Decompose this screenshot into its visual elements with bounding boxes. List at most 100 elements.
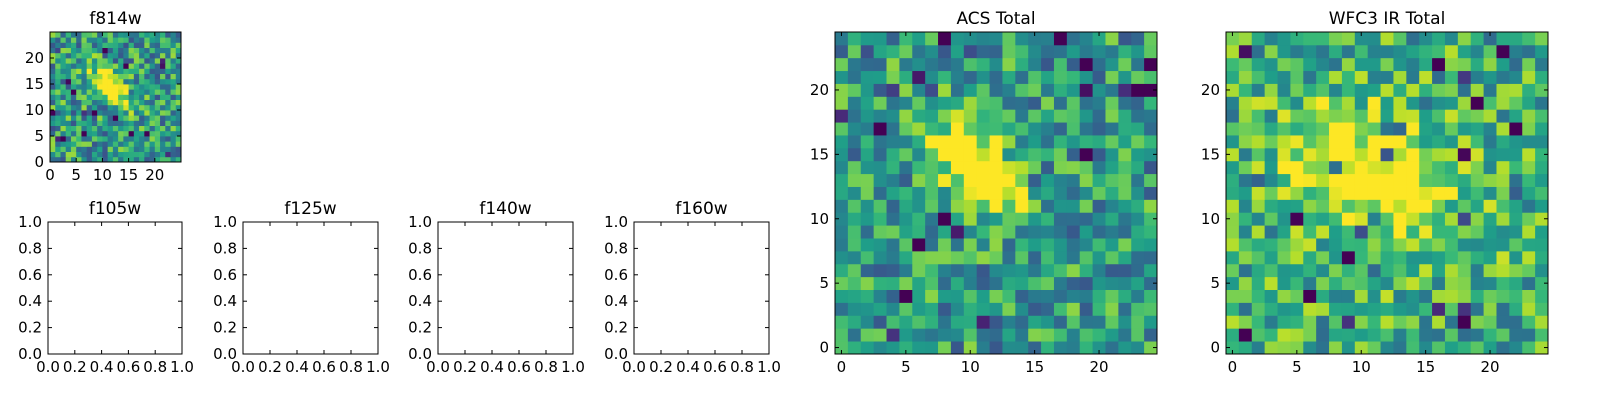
heatmap-cell	[50, 104, 56, 111]
heatmap-cell	[81, 110, 88, 116]
heatmap-cell	[1432, 250, 1446, 265]
heatmap-cell	[1432, 302, 1446, 316]
heatmap-cell	[123, 37, 129, 43]
y-tick-label: 0.4	[408, 292, 432, 310]
heatmap-cell	[1079, 238, 1093, 252]
heatmap-cell	[1509, 173, 1523, 187]
heatmap-cell	[81, 73, 88, 80]
heatmap-cell	[128, 32, 135, 38]
heatmap-cell	[149, 37, 156, 43]
heatmap-cell	[1238, 315, 1253, 329]
heatmap-cell	[76, 151, 82, 158]
x-tick-label: 10	[961, 358, 980, 376]
heatmap-cell	[107, 94, 114, 100]
heatmap-cell	[107, 32, 114, 38]
y-tick-label: 10	[25, 101, 44, 119]
heatmap-cell	[1226, 289, 1240, 303]
heatmap-cell	[1457, 199, 1472, 213]
heatmap-cell	[1444, 173, 1459, 187]
heatmap-cell	[1066, 122, 1081, 136]
heatmap-cell	[938, 263, 952, 278]
heatmap-cell	[1041, 302, 1055, 316]
heatmap-cell	[835, 135, 849, 149]
heatmap-cell	[1105, 96, 1119, 110]
heatmap-cell	[70, 78, 77, 85]
heatmap-cell	[899, 135, 913, 149]
heatmap-cell	[1028, 263, 1042, 278]
heatmap-cell	[70, 130, 77, 137]
heatmap-cell	[1380, 212, 1394, 226]
heatmap-cell	[1053, 32, 1068, 46]
heatmap-cell	[1483, 315, 1497, 329]
heatmap-cell	[1226, 57, 1240, 72]
heatmap-cell	[50, 68, 56, 74]
heatmap-cell	[1092, 289, 1106, 303]
heatmap-cell	[860, 96, 875, 110]
heatmap-cell	[1131, 302, 1145, 316]
heatmap-cell	[86, 141, 93, 147]
heatmap-cell	[976, 212, 990, 226]
heatmap-cell	[175, 130, 182, 137]
heatmap-cell	[175, 32, 182, 38]
heatmap-cell	[76, 84, 82, 90]
heatmap-cell	[160, 32, 166, 38]
heatmap-cell	[123, 104, 129, 111]
heatmap-cell	[133, 89, 140, 95]
heatmap-cell	[912, 70, 926, 84]
heatmap-cell	[149, 78, 156, 85]
heatmap-cell	[1092, 122, 1106, 136]
heatmap-cell	[1419, 122, 1433, 136]
heatmap-cell	[1131, 225, 1145, 239]
x-tick-label: 20	[145, 166, 164, 184]
heatmap-cell	[1028, 341, 1042, 355]
heatmap-cell	[1470, 57, 1484, 72]
heatmap-cell	[144, 78, 150, 85]
heatmap-cell	[133, 130, 140, 137]
heatmap-cell	[1341, 109, 1356, 123]
heatmap-cell	[107, 47, 114, 54]
heatmap-cell	[1341, 57, 1356, 72]
heatmap-cell	[1457, 328, 1472, 342]
heatmap-cell	[86, 47, 93, 54]
heatmap-cell	[1367, 160, 1381, 175]
heatmap-cell	[1131, 328, 1145, 342]
heatmap-cell	[873, 109, 887, 123]
heatmap-cell	[76, 136, 82, 142]
heatmap-cell	[86, 58, 93, 64]
heatmap-cell	[912, 238, 926, 252]
heatmap-cell	[835, 44, 849, 59]
heatmap-cell	[1251, 32, 1266, 46]
heatmap-cell	[165, 37, 171, 43]
heatmap-cell	[55, 68, 61, 74]
heatmap-cell	[118, 47, 124, 54]
heatmap-cell	[1131, 70, 1145, 84]
heatmap-cell	[118, 89, 124, 95]
heatmap-cell	[154, 99, 161, 106]
heatmap-cell	[1406, 96, 1420, 110]
heatmap-cell	[1406, 302, 1420, 316]
heatmap-cell	[1522, 302, 1536, 316]
heatmap-cell	[1105, 225, 1119, 239]
heatmap-cell	[1079, 70, 1093, 84]
heatmap-cell	[1118, 109, 1132, 123]
heatmap-cell	[1238, 44, 1253, 59]
heatmap-cell	[899, 147, 913, 162]
heatmap-cell	[1015, 173, 1029, 187]
heatmap-cell	[1303, 315, 1317, 329]
heatmap-cell	[102, 63, 109, 69]
heatmap-cell	[886, 147, 900, 162]
heatmap-cell	[1380, 315, 1394, 329]
heatmap-cell	[1535, 199, 1549, 213]
heatmap-cell	[112, 156, 119, 163]
heatmap-cell	[123, 84, 129, 90]
heatmap-cell	[55, 84, 61, 90]
heatmap-cell	[1354, 147, 1369, 162]
heatmap-cell	[1264, 199, 1278, 213]
heatmap-cell	[1470, 135, 1484, 149]
heatmap-cell	[1144, 122, 1158, 136]
heatmap-cell	[835, 83, 849, 97]
heatmap-cell	[925, 250, 939, 265]
heatmap-cell	[170, 125, 177, 132]
heatmap-cell	[1002, 289, 1016, 303]
